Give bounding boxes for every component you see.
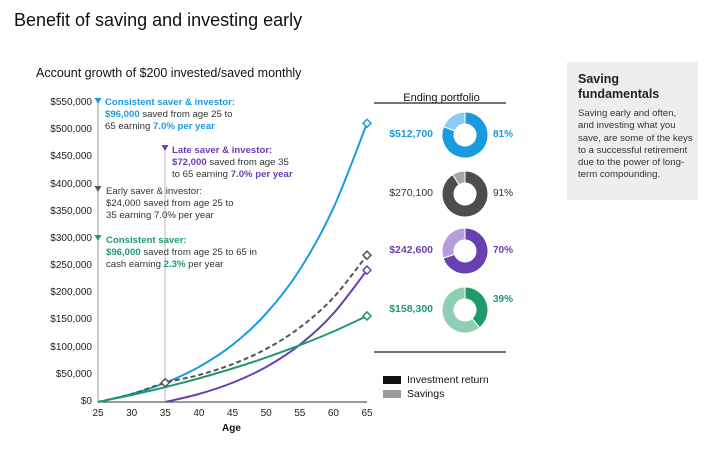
y-tick-label: $200,000 [50, 287, 92, 299]
x-tick-label: 40 [193, 408, 205, 419]
end-marker-consistent-investor [361, 118, 373, 129]
annotation-rate: 7.0% per year [153, 121, 215, 132]
annotation-late-investor: Late saver & investor: $72,000 saved fro… [172, 145, 293, 181]
y-tick-label: $400,000 [50, 178, 92, 190]
portfolio-return-pct: 81% [493, 129, 514, 140]
donut-slice-investment-return [441, 170, 489, 218]
x-tick-label: 65 [361, 408, 373, 419]
series-line-consistent-investor [97, 122, 368, 403]
annotation-text: 35 earning 7.0% per year [106, 210, 214, 221]
x-tick-label: 35 [159, 408, 171, 419]
annotation-head: Early saver & investor: [106, 186, 202, 197]
annotation-text: cash earning [106, 259, 164, 270]
donut-slice-investment-return [442, 227, 489, 275]
y-tick-label: $50,000 [55, 368, 92, 380]
page-title: Benefit of saving and investing early [14, 10, 303, 30]
legend-label: Savings [407, 388, 445, 400]
annotation-text: saved from age 25 to [139, 109, 233, 120]
annotation-pointer-consistent-investor [94, 98, 102, 104]
annotation-text: $24,000 saved from age 25 to [106, 198, 234, 209]
portfolio-value: $270,100 [389, 187, 433, 199]
legend-label: Investment return [407, 374, 489, 386]
end-marker-late-investor [361, 265, 373, 276]
x-tick-label: 55 [294, 408, 306, 419]
sidebar-body: Saving early and often, and investing wh… [578, 108, 693, 181]
portfolio-value: $158,300 [389, 303, 433, 315]
annotation-consistent-saver: Consistent saver: $96,000 saved from age… [106, 235, 257, 271]
portfolio-return-pct: 39% [493, 294, 514, 305]
x-tick-label: 50 [260, 408, 272, 419]
donut-slice-investment-return [464, 286, 489, 329]
annotation-amount: $72,000 [172, 157, 207, 168]
series-line-consistent-saver [97, 315, 368, 403]
y-tick-label: $450,000 [50, 151, 92, 163]
y-tick-label: $300,000 [50, 232, 92, 244]
y-tick-label: $150,000 [50, 314, 92, 326]
end-marker-consistent-saver [361, 310, 373, 322]
annotation-pointer-early-investor [94, 186, 102, 192]
y-tick-label: $100,000 [50, 341, 92, 353]
annotation-amount: $96,000 [106, 247, 141, 258]
y-tick-label: $500,000 [50, 124, 92, 136]
portfolio-return-pct: 70% [493, 245, 514, 256]
x-tick-label: 45 [226, 408, 239, 419]
portfolio-value: $242,600 [389, 244, 433, 256]
annotation-text: saved from age 25 to 65 in [140, 247, 257, 258]
donut-slice-savings [451, 170, 466, 186]
end-marker-early-investor [361, 250, 373, 261]
sidebar-title: Saving fundamentals [578, 72, 660, 101]
annotation-text: to 65 earning [172, 169, 231, 180]
legend-item-savings: Savings [383, 388, 444, 400]
y-tick-label: $250,000 [50, 260, 92, 272]
annotation-rate: 2.3% [163, 259, 186, 270]
x-axis-label: Age [222, 423, 241, 434]
annotation-pointer-consistent-saver [94, 235, 102, 241]
legend-item-investment-return: Investment return [383, 374, 489, 386]
sidebar-panel: Saving fundamentals Saving early and oft… [567, 62, 698, 200]
annotation-pointer-late-investor [161, 145, 169, 151]
series-line-late-investor [165, 269, 368, 403]
portfolio-value: $512,700 [389, 128, 433, 140]
series-line-early-investor [97, 254, 368, 403]
y-tick-label: $0 [80, 396, 92, 407]
annotation-head: Consistent saver & investor: [105, 97, 236, 108]
y-tick-label: $550,000 [50, 97, 92, 108]
donut-slice-savings [442, 111, 466, 132]
annotation-text: per year [185, 259, 224, 270]
annotation-rate: 7.0% per year [230, 169, 293, 180]
age-35-marker [160, 377, 171, 388]
donut-slice-investment-return [441, 111, 489, 159]
y-tick-label: $350,000 [50, 205, 92, 217]
donut-slice-savings [441, 227, 466, 259]
x-tick-label: 30 [126, 408, 138, 419]
annotation-head: Consistent saver: [106, 235, 187, 246]
x-tick-label: 60 [327, 408, 339, 419]
annotation-text: 65 earning [105, 121, 154, 132]
annotation-consistent-investor: Consistent saver & investor: $96,000 sav… [105, 97, 235, 133]
portfolio-title: Ending portfolio [403, 92, 480, 104]
annotation-head: Late saver & investor: [172, 145, 273, 156]
annotation-text: saved from age 35 [206, 157, 289, 168]
annotation-early-investor: Early saver & investor: $24,000 saved fr… [106, 186, 233, 222]
legend-swatch [383, 376, 401, 385]
portfolio-return-pct: 91% [493, 188, 514, 199]
legend-swatch [383, 390, 401, 399]
annotation-amount: $96,000 [105, 109, 140, 120]
x-tick-label: 25 [92, 408, 104, 419]
donut-slice-savings [441, 286, 481, 334]
chart-title: Account growth of $200 invested/saved mo… [36, 66, 302, 80]
